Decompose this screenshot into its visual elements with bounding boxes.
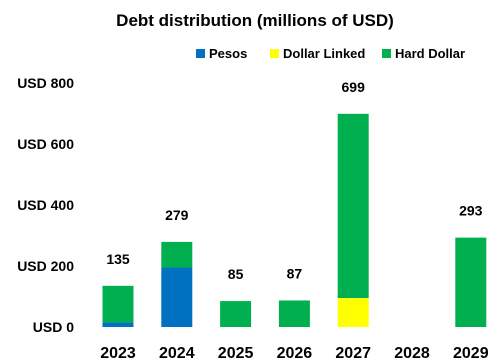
bar-segment-hard-dollar-2024 bbox=[161, 241, 193, 268]
y-tick-label: USD 0 bbox=[33, 319, 74, 335]
legend-swatch-hard-dollar bbox=[382, 49, 391, 58]
bar-segment-hard-dollar-2026 bbox=[278, 300, 310, 327]
chart-title: Debt distribution (millions of USD) bbox=[116, 11, 394, 30]
y-tick-label: USD 200 bbox=[17, 258, 74, 274]
x-tick-label-2024: 2024 bbox=[159, 345, 195, 362]
bar-segment-hard-dollar-2025 bbox=[220, 301, 252, 327]
legend-label-hard-dollar: Hard Dollar bbox=[395, 46, 465, 61]
x-tick-label-2029: 2029 bbox=[453, 345, 489, 362]
chart-legend: Pesos Dollar Linked Hard Dollar bbox=[196, 46, 465, 61]
x-tick-label-2026: 2026 bbox=[277, 345, 313, 362]
x-tick-label-2025: 2025 bbox=[218, 345, 254, 362]
y-tick-label: USD 600 bbox=[17, 136, 74, 152]
legend-label-pesos: Pesos bbox=[209, 46, 247, 61]
data-label-2023: 135 bbox=[106, 251, 130, 267]
bar-segment-pesos-2024 bbox=[161, 267, 193, 327]
data-label-2029: 293 bbox=[459, 203, 483, 219]
legend-label-dollar-linked: Dollar Linked bbox=[283, 46, 365, 61]
data-label-2024: 279 bbox=[165, 207, 189, 223]
data-labels: 135 279 85 87 699 293 bbox=[106, 79, 482, 282]
y-tick-label: USD 800 bbox=[17, 75, 74, 91]
bar-segment-dollar-linked-2027 bbox=[337, 298, 369, 327]
x-tick-label-2028: 2028 bbox=[394, 345, 430, 362]
y-tick-label: USD 400 bbox=[17, 197, 74, 213]
x-axis: 2023 2024 2025 2026 2027 2028 2029 bbox=[100, 345, 488, 362]
data-label-2025: 85 bbox=[228, 266, 244, 282]
bar-segment-hard-dollar-2027 bbox=[337, 113, 369, 299]
bars bbox=[102, 113, 487, 327]
legend-swatch-dollar-linked bbox=[270, 49, 279, 58]
legend-swatch-pesos bbox=[196, 49, 205, 58]
bar-segment-hard-dollar-2023 bbox=[102, 285, 134, 323]
data-label-2026: 87 bbox=[287, 265, 303, 281]
x-tick-label-2027: 2027 bbox=[335, 345, 371, 362]
data-label-2027: 699 bbox=[342, 79, 366, 95]
bar-segment-pesos-2023 bbox=[102, 322, 134, 327]
bar-segment-hard-dollar-2029 bbox=[455, 237, 487, 327]
y-axis: USD 0 USD 200 USD 400 USD 600 USD 800 bbox=[17, 75, 74, 335]
x-tick-label-2023: 2023 bbox=[100, 345, 136, 362]
